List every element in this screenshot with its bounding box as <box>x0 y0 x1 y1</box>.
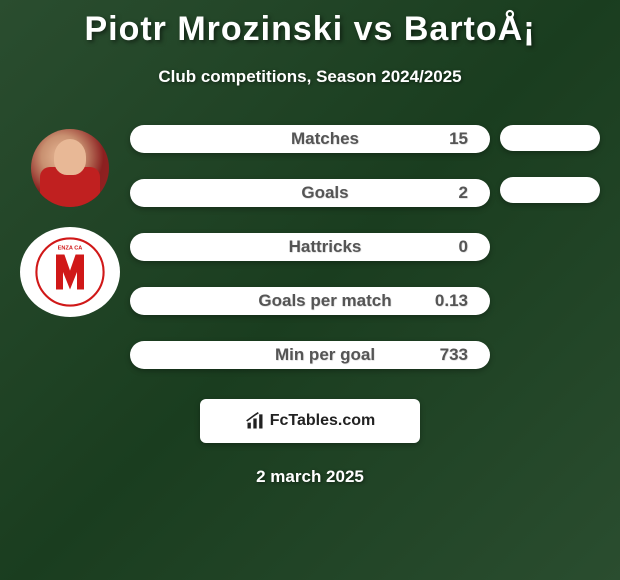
stat-value: 0.13 <box>408 291 468 311</box>
stat-row-min-per-goal: Min per goal 733 <box>130 341 490 369</box>
stat-label: Matches <box>291 129 359 149</box>
right-column <box>490 117 610 369</box>
stat-value: 733 <box>408 345 468 365</box>
stat-label: Min per goal <box>275 345 375 365</box>
stat-row-goals-per-match: Goals per match 0.13 <box>130 287 490 315</box>
club-logo-svg: ENZA CA <box>35 237 105 307</box>
stat-label: Goals <box>301 183 348 203</box>
chart-icon <box>245 411 265 431</box>
brand-box: FcTables.com <box>200 399 420 443</box>
stat-row-matches: Matches 15 <box>130 125 490 153</box>
club-logo: ENZA CA <box>20 227 120 317</box>
right-pill <box>500 125 600 151</box>
page-title: Piotr Mrozinski vs BartoÅ¡ <box>0 0 620 49</box>
stats-column: Matches 15 Goals 2 Hattricks 0 Goals per… <box>130 117 490 369</box>
player-avatar <box>31 129 109 207</box>
stat-label: Hattricks <box>289 237 362 257</box>
stat-row-hattricks: Hattricks 0 <box>130 233 490 261</box>
stat-value: 0 <box>408 237 468 257</box>
date-text: 2 march 2025 <box>0 467 620 487</box>
stat-value: 2 <box>408 183 468 203</box>
subtitle: Club competitions, Season 2024/2025 <box>0 67 620 87</box>
right-pill <box>500 177 600 203</box>
svg-text:ENZA CA: ENZA CA <box>58 246 83 252</box>
left-column: ENZA CA <box>10 117 130 369</box>
stat-value: 15 <box>408 129 468 149</box>
stat-label: Goals per match <box>258 291 391 311</box>
stat-row-goals: Goals 2 <box>130 179 490 207</box>
brand-label: FcTables.com <box>270 412 376 430</box>
content-row: ENZA CA Matches 15 Goals 2 Hattricks 0 G… <box>0 117 620 369</box>
